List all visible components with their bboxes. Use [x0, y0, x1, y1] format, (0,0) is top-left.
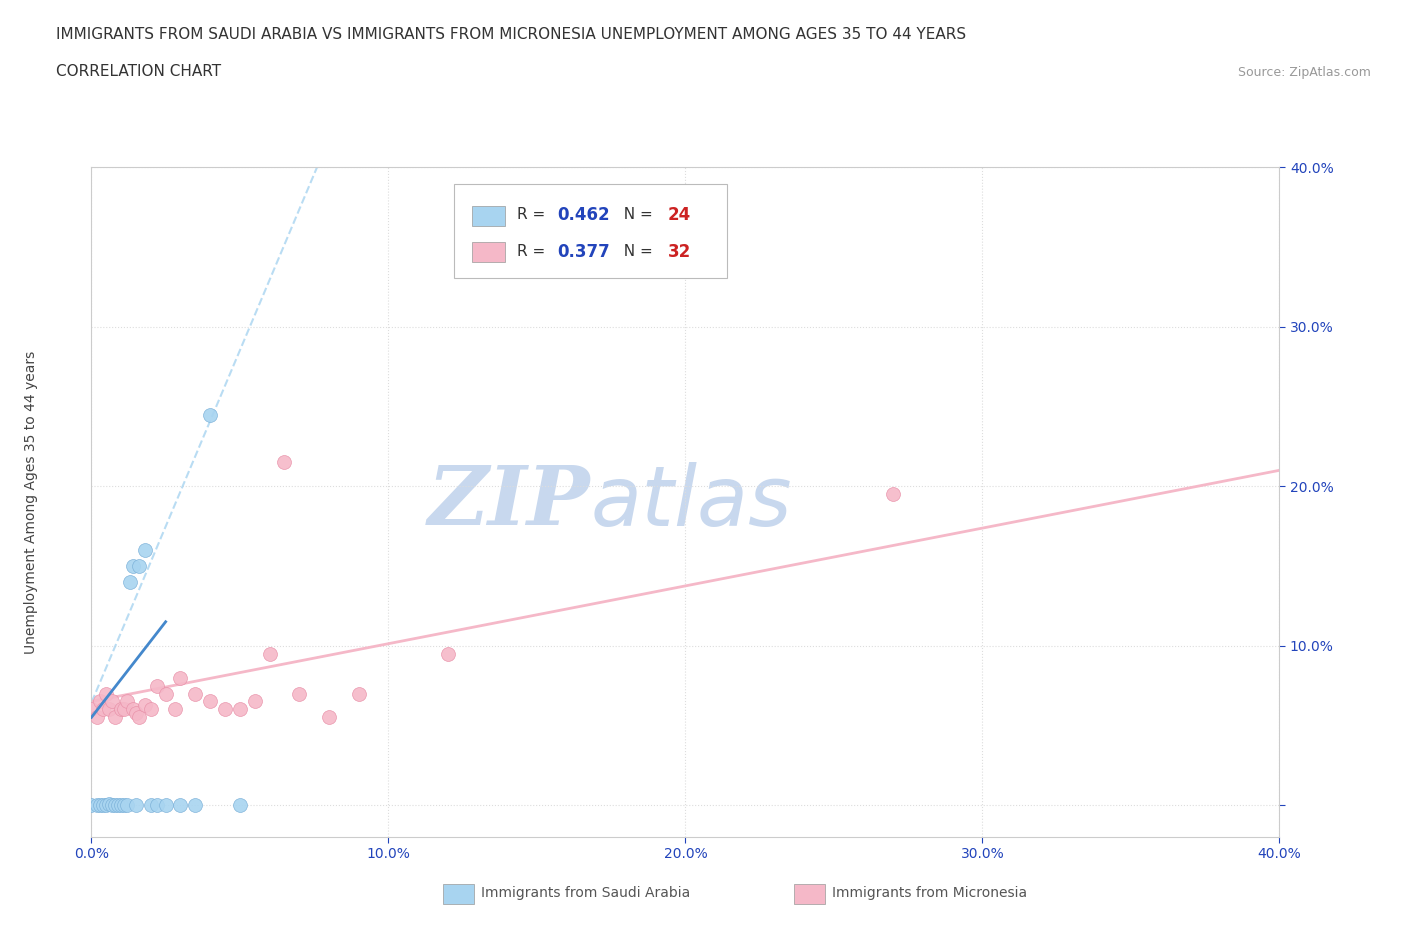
- Point: [243, 694, 266, 709]
- Text: N =: N =: [614, 207, 658, 222]
- Text: R =: R =: [517, 245, 550, 259]
- Point: [200, 694, 222, 709]
- Point: [110, 798, 132, 813]
- Point: [214, 702, 236, 717]
- Point: [86, 798, 108, 813]
- Point: [155, 686, 177, 701]
- Point: [169, 798, 191, 813]
- Text: atlas: atlas: [591, 461, 792, 543]
- Text: Unemployment Among Ages 35 to 44 years: Unemployment Among Ages 35 to 44 years: [24, 351, 38, 654]
- Text: ZIP: ZIP: [427, 462, 591, 542]
- Point: [288, 686, 311, 701]
- Text: Immigrants from Saudi Arabia: Immigrants from Saudi Arabia: [481, 885, 690, 900]
- Text: R =: R =: [517, 207, 550, 222]
- Point: [163, 702, 186, 717]
- Point: [259, 646, 281, 661]
- Bar: [471, 243, 505, 262]
- Point: [91, 798, 114, 813]
- Point: [184, 798, 207, 813]
- Point: [86, 710, 108, 724]
- Point: [134, 698, 156, 712]
- Point: [112, 702, 135, 717]
- Point: [125, 705, 148, 720]
- Point: [134, 542, 156, 557]
- Point: [139, 798, 162, 813]
- Point: [128, 559, 150, 574]
- Text: Immigrants from Micronesia: Immigrants from Micronesia: [832, 885, 1028, 900]
- Text: 24: 24: [668, 206, 690, 224]
- Point: [101, 798, 124, 813]
- Point: [107, 798, 129, 813]
- Point: [96, 686, 118, 701]
- FancyBboxPatch shape: [454, 184, 727, 278]
- Point: [155, 798, 177, 813]
- Point: [139, 702, 162, 717]
- Text: CORRELATION CHART: CORRELATION CHART: [56, 64, 221, 79]
- Point: [96, 798, 118, 813]
- Text: 0.377: 0.377: [557, 243, 610, 260]
- Point: [80, 702, 103, 717]
- Point: [98, 702, 121, 717]
- Point: [80, 798, 103, 813]
- Point: [145, 678, 167, 693]
- Point: [184, 686, 207, 701]
- Point: [122, 559, 145, 574]
- Point: [200, 407, 222, 422]
- Text: N =: N =: [614, 245, 658, 259]
- Text: Source: ZipAtlas.com: Source: ZipAtlas.com: [1237, 66, 1371, 79]
- Point: [98, 796, 121, 811]
- Point: [169, 671, 191, 685]
- Point: [273, 455, 295, 470]
- Point: [882, 486, 904, 501]
- Point: [104, 710, 127, 724]
- Point: [118, 575, 141, 590]
- Point: [110, 702, 132, 717]
- Point: [91, 702, 114, 717]
- Point: [104, 798, 127, 813]
- Text: 0.462: 0.462: [557, 206, 610, 224]
- Point: [89, 798, 111, 813]
- Point: [101, 694, 124, 709]
- Point: [229, 702, 252, 717]
- Point: [436, 646, 458, 661]
- Point: [122, 702, 145, 717]
- Bar: [471, 206, 505, 226]
- Point: [115, 798, 138, 813]
- Point: [112, 798, 135, 813]
- Point: [318, 710, 340, 724]
- Text: IMMIGRANTS FROM SAUDI ARABIA VS IMMIGRANTS FROM MICRONESIA UNEMPLOYMENT AMONG AG: IMMIGRANTS FROM SAUDI ARABIA VS IMMIGRAN…: [56, 27, 966, 42]
- Point: [115, 694, 138, 709]
- Point: [125, 798, 148, 813]
- Point: [145, 798, 167, 813]
- Point: [128, 710, 150, 724]
- Point: [347, 686, 370, 701]
- Point: [229, 798, 252, 813]
- Point: [89, 694, 111, 709]
- Text: 32: 32: [668, 243, 690, 260]
